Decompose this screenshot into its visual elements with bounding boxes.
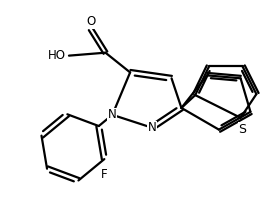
Text: F: F	[101, 168, 108, 181]
Text: N: N	[108, 108, 117, 121]
Text: O: O	[86, 15, 95, 28]
Text: S: S	[239, 123, 247, 136]
Text: N: N	[147, 121, 156, 134]
Text: HO: HO	[48, 49, 66, 62]
